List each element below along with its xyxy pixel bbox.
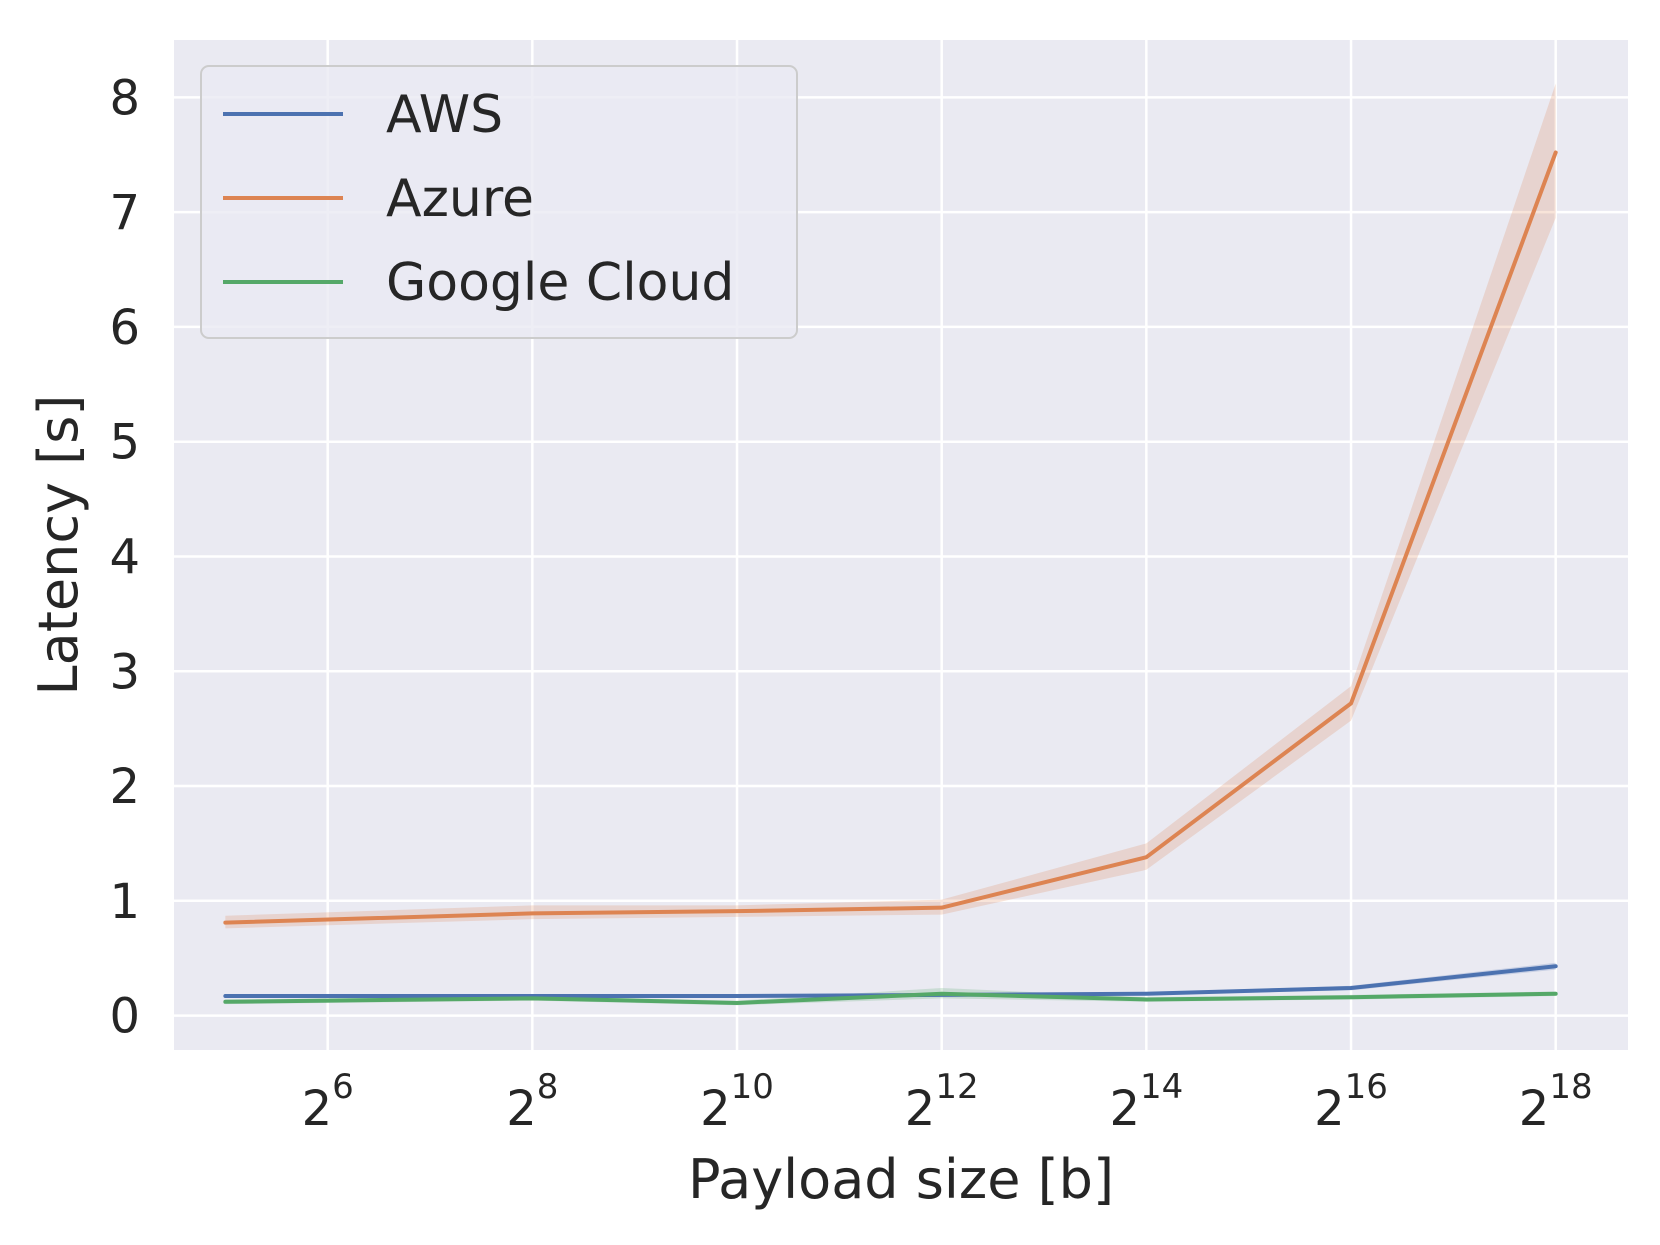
y-tick-label: 5 xyxy=(109,415,140,471)
x-tick-label: 218 xyxy=(1519,1067,1593,1137)
y-tick-label: 7 xyxy=(109,185,140,241)
y-axis-label: Latency [s] xyxy=(27,395,90,696)
legend-label-2: Google Cloud xyxy=(386,253,734,313)
series-line-1 xyxy=(223,150,1558,925)
x-tick-label: 212 xyxy=(905,1067,979,1137)
y-tick-label: 6 xyxy=(109,300,140,356)
x-tick-label: 214 xyxy=(1109,1067,1183,1137)
y-tick-label: 4 xyxy=(109,529,140,585)
x-tick-label: 210 xyxy=(700,1067,774,1137)
x-tick-labels: 26 28 210 212 214 216 218 xyxy=(302,1067,1593,1137)
series-lines xyxy=(223,150,1558,1005)
y-tick-label: 0 xyxy=(109,989,140,1045)
y-tick-labels: 0 1 2 3 4 5 6 7 8 xyxy=(109,70,140,1044)
x-tick-base: 2 xyxy=(1314,1081,1345,1137)
x-tick-exponent: 16 xyxy=(1345,1067,1388,1107)
x-tick-base: 2 xyxy=(1519,1081,1550,1137)
series-line-2 xyxy=(223,991,1558,1005)
x-tick-exponent: 18 xyxy=(1549,1067,1592,1107)
x-tick-exponent: 8 xyxy=(537,1067,559,1107)
x-tick-base: 2 xyxy=(506,1081,537,1137)
legend: AWS Azure Google Cloud xyxy=(200,65,798,339)
x-tick-label: 26 xyxy=(302,1067,354,1137)
y-tick-label: 3 xyxy=(109,644,140,700)
x-tick-exponent: 6 xyxy=(332,1067,354,1107)
x-tick-label: 28 xyxy=(506,1067,558,1137)
x-tick-base: 2 xyxy=(302,1081,333,1137)
x-tick-base: 2 xyxy=(1109,1081,1140,1137)
y-tick-label: 1 xyxy=(109,874,140,930)
x-tick-exponent: 12 xyxy=(935,1067,978,1107)
legend-label-0: AWS xyxy=(386,85,503,145)
x-tick-base: 2 xyxy=(905,1081,936,1137)
y-tick-label: 2 xyxy=(109,759,140,815)
x-tick-exponent: 14 xyxy=(1140,1067,1183,1107)
y-tick-label: 8 xyxy=(109,70,140,126)
x-tick-base: 2 xyxy=(700,1081,731,1137)
legend-box xyxy=(200,65,798,339)
x-axis-label: Payload size [b] xyxy=(688,1148,1114,1211)
x-tick-exponent: 10 xyxy=(731,1067,774,1107)
x-tick-label: 216 xyxy=(1314,1067,1388,1137)
legend-label-1: Azure xyxy=(386,169,534,229)
